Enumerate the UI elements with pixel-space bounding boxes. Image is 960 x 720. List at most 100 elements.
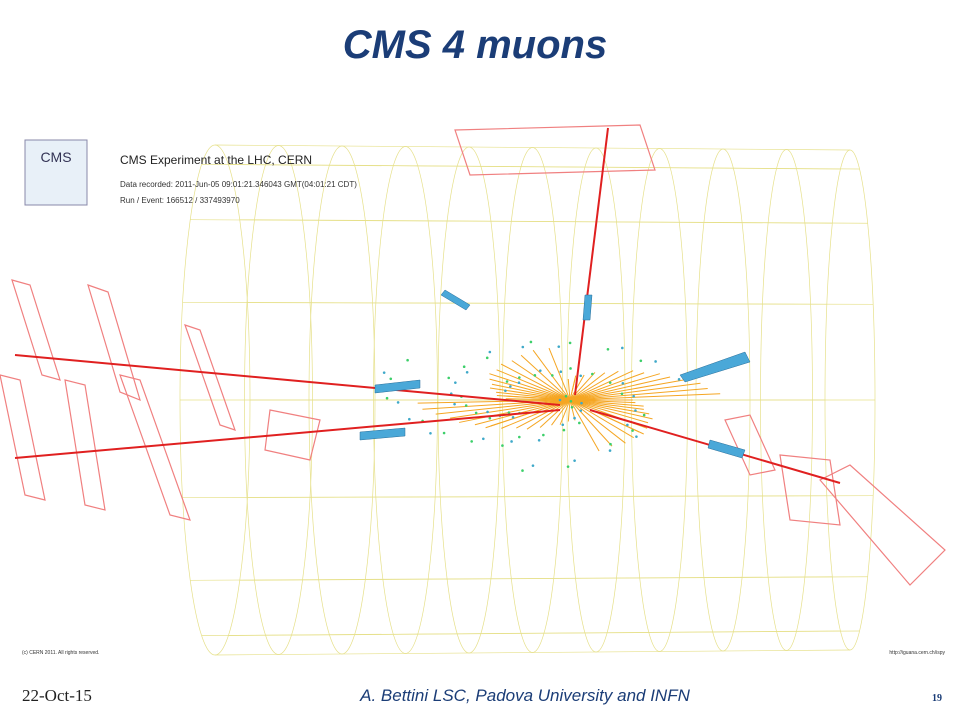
hit	[505, 380, 509, 383]
hit	[531, 464, 535, 467]
track	[569, 399, 644, 435]
hit	[447, 376, 451, 380]
deposit	[374, 379, 421, 394]
hit	[566, 465, 570, 468]
hit	[573, 416, 576, 420]
hit	[488, 416, 492, 420]
track	[450, 399, 571, 419]
hit	[578, 421, 581, 425]
cylinder-ring	[760, 149, 813, 651]
deposit	[582, 294, 593, 321]
track	[569, 375, 577, 401]
hit	[474, 411, 478, 415]
hit	[608, 381, 612, 384]
track	[516, 399, 571, 429]
run-event: Run / Event: 166512 / 337493970	[120, 196, 240, 205]
experiment: CMS Experiment at the LHC, CERN	[120, 153, 312, 167]
track	[569, 373, 660, 401]
hit	[382, 371, 386, 374]
chamber	[779, 454, 841, 526]
hit	[533, 374, 537, 377]
hit	[591, 372, 594, 376]
track	[520, 354, 571, 401]
hit	[542, 433, 545, 437]
hit	[564, 394, 568, 398]
track	[511, 360, 571, 401]
cylinder-ring	[695, 148, 751, 652]
chamber	[87, 284, 141, 402]
hit	[509, 385, 512, 388]
hit	[465, 370, 469, 374]
track	[569, 372, 645, 401]
track	[548, 347, 571, 401]
chamber	[454, 124, 656, 176]
detector-cylinder	[179, 144, 876, 656]
hit	[639, 359, 643, 363]
track	[569, 399, 600, 452]
hit	[634, 409, 637, 412]
hit	[442, 431, 446, 435]
hit	[482, 437, 485, 441]
track	[569, 370, 619, 401]
track	[435, 399, 571, 415]
hit	[504, 389, 507, 393]
track	[567, 399, 571, 422]
hit	[517, 381, 521, 384]
logo-text: CMS	[40, 149, 71, 165]
track	[569, 372, 596, 401]
hit	[620, 392, 624, 396]
hit	[580, 401, 583, 405]
track	[539, 399, 571, 428]
chamber	[119, 374, 191, 521]
chamber	[819, 464, 946, 586]
hit	[507, 411, 511, 414]
copyright: (c) CERN 2011. All rights reserved.	[22, 650, 99, 656]
cylinder-ring	[308, 145, 376, 655]
hit	[569, 367, 572, 370]
track	[569, 379, 686, 401]
hit	[632, 394, 635, 398]
hit	[521, 345, 525, 349]
hit	[609, 442, 612, 446]
track	[551, 399, 571, 426]
data-recorded: Data recorded: 2011-Jun-05 09:01:21.3460…	[120, 180, 357, 189]
hit	[569, 399, 573, 403]
hit	[389, 377, 393, 381]
hit	[537, 438, 541, 442]
hit	[568, 341, 572, 345]
deposit	[707, 439, 746, 459]
track	[569, 399, 644, 410]
tracks	[382, 340, 721, 472]
hit	[453, 402, 456, 406]
hit	[538, 369, 542, 372]
hit	[606, 348, 610, 351]
muon	[574, 127, 609, 396]
track	[569, 382, 701, 401]
track	[496, 391, 571, 401]
chamber	[0, 374, 46, 501]
track	[569, 388, 708, 401]
hit	[551, 374, 554, 377]
hit	[462, 365, 466, 369]
hit	[654, 360, 657, 363]
hit	[642, 413, 646, 417]
muon	[14, 354, 561, 406]
page-number: 19	[932, 693, 942, 704]
hit	[635, 435, 638, 438]
track	[496, 395, 571, 401]
track	[569, 399, 613, 447]
cms-logo	[24, 139, 88, 206]
hit	[488, 350, 492, 354]
hit	[511, 415, 515, 419]
chamber	[11, 279, 61, 381]
muon-chambers	[0, 124, 946, 586]
track	[569, 370, 634, 401]
hit	[518, 435, 521, 439]
hit	[521, 469, 524, 472]
calorimeter-deposits	[359, 289, 751, 459]
hit	[573, 459, 576, 462]
cylinder-ring	[373, 146, 438, 654]
hit	[385, 396, 389, 400]
footer-date: 22-Oct-15	[22, 686, 92, 705]
